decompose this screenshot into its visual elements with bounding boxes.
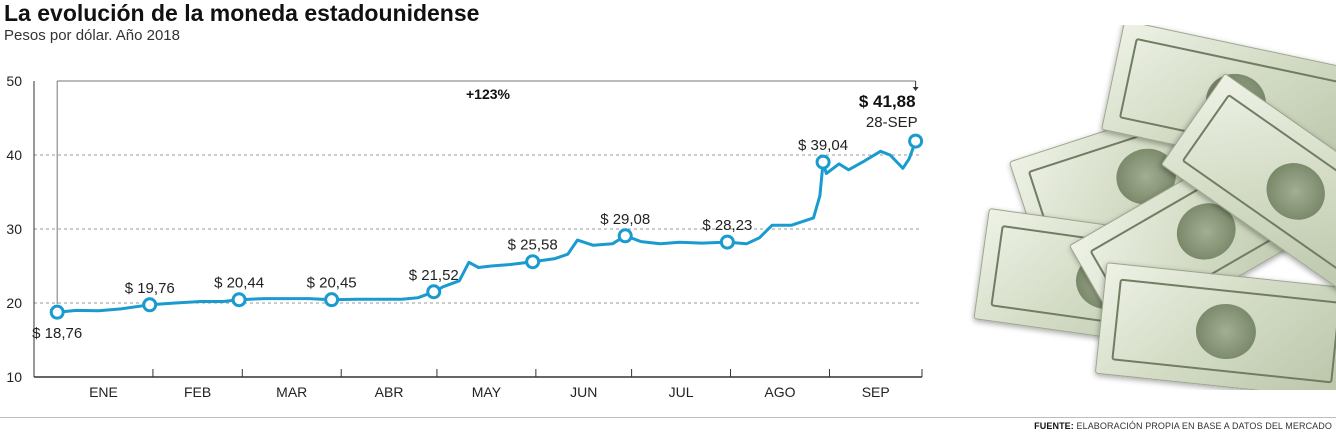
change-annotation: +123% bbox=[466, 86, 511, 102]
y-tick-label: 50 bbox=[6, 73, 22, 89]
data-point-label: $ 19,76 bbox=[125, 280, 175, 297]
dollar-bills-illustration bbox=[960, 25, 1336, 390]
month-label: AGO bbox=[764, 384, 795, 400]
footer-divider bbox=[0, 417, 1336, 418]
data-point-marker bbox=[231, 292, 247, 308]
data-point-label: $ 20,45 bbox=[307, 275, 357, 292]
month-label: FEB bbox=[184, 384, 211, 400]
month-label: MAY bbox=[472, 384, 502, 400]
y-tick-label: 40 bbox=[6, 147, 22, 163]
data-point-marker bbox=[142, 297, 158, 313]
data-point-marker bbox=[426, 284, 442, 300]
y-tick-label: 30 bbox=[6, 221, 22, 237]
month-label: ABR bbox=[375, 384, 404, 400]
y-tick-label: 10 bbox=[6, 369, 22, 385]
month-label: ENE bbox=[89, 384, 118, 400]
data-point-marker bbox=[49, 304, 65, 320]
data-point-label: $ 39,04 bbox=[798, 137, 848, 154]
data-point-label: $ 21,52 bbox=[409, 267, 459, 284]
month-label: JUN bbox=[570, 384, 597, 400]
final-value-label: $ 41,88 bbox=[859, 92, 916, 111]
chart-title: La evolución de la moneda estadounidense bbox=[4, 0, 480, 26]
source-label: FUENTE: bbox=[1034, 421, 1074, 431]
y-tick-label: 20 bbox=[6, 295, 22, 311]
month-label: MAR bbox=[276, 384, 307, 400]
data-point-label: $ 25,58 bbox=[508, 237, 558, 254]
final-date-label: 28-SEP bbox=[866, 114, 918, 131]
data-point-label: $ 20,44 bbox=[214, 275, 264, 292]
final-point-marker bbox=[908, 133, 924, 149]
data-point-label: $ 18,76 bbox=[32, 325, 82, 342]
data-point-label: $ 29,08 bbox=[600, 211, 650, 228]
data-point-label: $ 28,23 bbox=[702, 217, 752, 234]
source-text: ELABORACIÓN PROPIA EN BASE A DATOS DEL M… bbox=[1076, 421, 1332, 431]
chart-subtitle: Pesos por dólar. Año 2018 bbox=[4, 27, 180, 44]
month-label: JUL bbox=[669, 384, 694, 400]
source-note: FUENTE: ELABORACIÓN PROPIA EN BASE A DAT… bbox=[1034, 421, 1332, 431]
month-label: SEP bbox=[862, 384, 890, 400]
data-point-marker bbox=[617, 228, 633, 244]
range-arrow-head bbox=[912, 87, 919, 91]
data-point-marker bbox=[525, 254, 541, 270]
series-line bbox=[55, 139, 918, 314]
data-point-marker bbox=[719, 234, 735, 250]
data-point-marker bbox=[324, 292, 340, 308]
data-point-marker bbox=[815, 154, 831, 170]
